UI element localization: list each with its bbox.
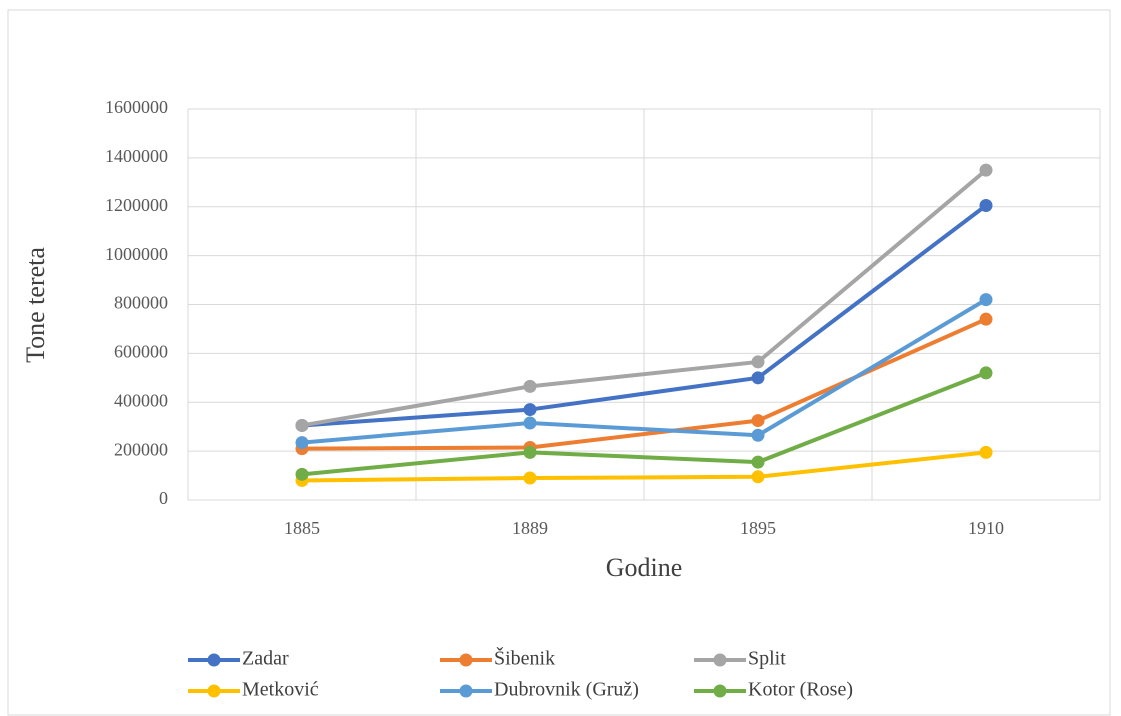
data-point <box>979 163 993 177</box>
legend-label: Metković <box>242 679 319 701</box>
y-tick-label: 1600000 <box>105 97 168 117</box>
legend-marker <box>207 653 221 667</box>
data-point <box>751 455 765 469</box>
x-tick-label: 1895 <box>740 518 776 538</box>
data-point <box>979 445 993 459</box>
data-point <box>523 416 537 430</box>
chart-frame <box>7 9 1111 716</box>
data-point <box>979 293 993 307</box>
series-line <box>301 371 987 477</box>
data-point <box>979 199 993 213</box>
legend-label: Zadar <box>242 648 289 670</box>
y-tick-label: 400000 <box>114 390 168 410</box>
data-point <box>751 414 765 428</box>
data-point <box>751 355 765 369</box>
y-tick-label: 1200000 <box>105 195 168 215</box>
legend-marker <box>713 653 727 667</box>
data-point <box>295 418 309 432</box>
y-tick-label: 1000000 <box>105 244 168 264</box>
y-tick-label: 600000 <box>114 342 168 362</box>
y-tick-label: 0 <box>159 488 168 508</box>
data-point <box>523 379 537 393</box>
series-line <box>301 450 987 483</box>
legend-marker <box>207 684 221 698</box>
legend-label: Dubrovnik (Gruž) <box>494 679 639 701</box>
legend-label: Split <box>748 648 786 670</box>
series-line <box>301 203 988 428</box>
legend-marker <box>459 684 473 698</box>
y-axis-title: Tone tereta <box>21 247 50 363</box>
x-tick-label: 1889 <box>512 518 548 538</box>
data-point <box>979 312 993 326</box>
y-tick-label: 800000 <box>114 293 168 313</box>
data-point <box>751 428 765 442</box>
data-point <box>523 403 537 417</box>
data-point <box>523 471 537 485</box>
legend-marker <box>459 653 473 667</box>
series-line <box>301 168 988 428</box>
legend-marker <box>713 684 727 698</box>
data-point <box>979 366 993 380</box>
series-line <box>301 317 987 451</box>
data-point <box>751 371 765 385</box>
x-tick-label: 1885 <box>284 518 320 538</box>
legend-label: Kotor (Rose) <box>748 679 853 701</box>
legend-label: Šibenik <box>494 646 555 670</box>
data-point <box>523 445 537 459</box>
x-tick-label: 1910 <box>968 518 1004 538</box>
x-axis-title: Godine <box>606 553 683 582</box>
data-point <box>295 436 309 450</box>
data-point <box>295 467 309 481</box>
y-tick-label: 1400000 <box>105 146 168 166</box>
data-point <box>751 470 765 484</box>
series-line <box>301 297 988 445</box>
y-tick-label: 200000 <box>114 439 168 459</box>
